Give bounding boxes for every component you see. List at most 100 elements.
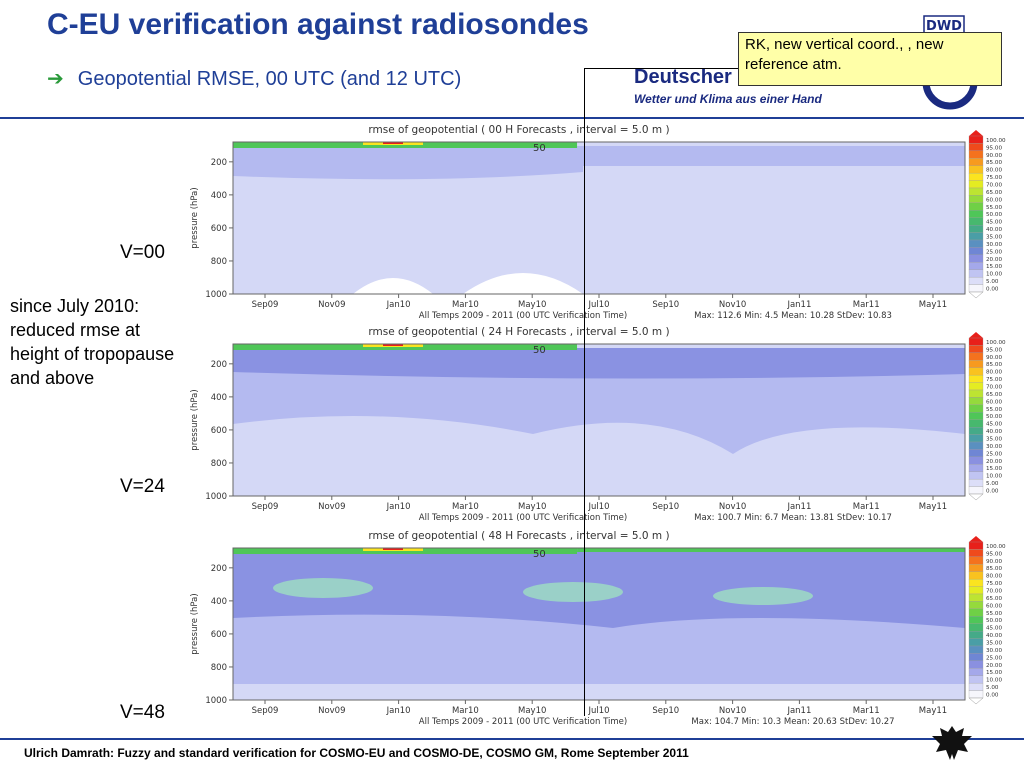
colorbar-label: 10.00 [986, 272, 1002, 278]
colorbar-swatch [968, 668, 984, 676]
rmse-low-patch [353, 278, 433, 294]
colorbar-label: 65.00 [986, 190, 1002, 196]
colorbar-swatch [968, 382, 984, 391]
chart-stats: Max: 112.6 Min: 4.5 Mean: 10.28 StDev: 1… [694, 311, 892, 320]
colorbar-swatch [968, 224, 984, 233]
x-tick-label: May11 [919, 502, 947, 512]
colorbar-label: 15.00 [986, 670, 1002, 676]
rmse-band-upper [233, 146, 583, 180]
colorbar-swatch [968, 135, 984, 144]
jul10-marker-line [584, 68, 585, 716]
colorbar-label: 55.00 [986, 205, 1002, 211]
y-tick-label: 1000 [205, 492, 227, 502]
colorbar-swatch [968, 556, 984, 565]
x-tick-label: May11 [919, 706, 947, 716]
colorbar-swatch [968, 645, 984, 654]
colorbar-label: 45.00 [986, 422, 1002, 428]
colorbar-arrow-top [969, 130, 983, 136]
colorbar-swatch [968, 593, 984, 602]
dwd-logo-text: DWD [926, 19, 962, 34]
colorbar-label: 5.00 [986, 481, 999, 487]
colorbar-label: 25.00 [986, 249, 1002, 255]
x-tick-label: Nov10 [719, 706, 746, 716]
y-tick-label: 200 [211, 564, 227, 574]
colorbar-label: 70.00 [986, 589, 1002, 595]
colorbar-arrow-top [969, 536, 983, 542]
colorbar-label: 65.00 [986, 596, 1002, 602]
colorbar-label: 65.00 [986, 392, 1002, 398]
x-axis-label: All Temps 2009 - 2011 (00 UTC Verificati… [419, 311, 627, 320]
colorbar-swatch [968, 172, 984, 181]
arrow-right-icon: ➔ [47, 68, 64, 90]
colorbar-label: 85.00 [986, 566, 1002, 572]
y-axis-label: pressure (hPa) [190, 389, 200, 450]
colorbar-label: 15.00 [986, 264, 1002, 270]
x-tick-label: Jul10 [587, 300, 609, 310]
colorbar-label: 45.00 [986, 626, 1002, 632]
eagle-emblem-icon [932, 726, 972, 760]
colorbar-swatch [968, 247, 984, 256]
colorbar-swatch [968, 638, 984, 647]
colorbar-swatch [968, 202, 984, 211]
colorbar-swatch [968, 412, 984, 420]
colorbar-swatch [968, 682, 984, 691]
x-tick-label: Mar11 [853, 300, 880, 310]
rmse-band-upper [233, 348, 965, 379]
colorbar-arrow-bottom [968, 291, 984, 299]
rmse-high-patch [713, 587, 813, 605]
colorbar-swatch [968, 232, 984, 241]
colorbar-label: 25.00 [986, 655, 1002, 661]
colorbar-swatch [968, 541, 984, 550]
dwd-brand: Deutscher Wetter und Klima aus einer Han… [634, 64, 934, 110]
colorbar-label: 75.00 [986, 175, 1002, 181]
colorbar-swatch [968, 653, 984, 662]
colorbar-swatch [968, 374, 984, 383]
colorbar-swatch [968, 276, 984, 285]
colorbar-label: 60.00 [986, 197, 1002, 203]
side-label-v00: V=00 [120, 242, 165, 263]
colorbar-swatch [968, 210, 984, 218]
x-tick-label: Nov09 [318, 706, 345, 716]
colorbar-swatch [968, 360, 984, 368]
colorbar-swatch [968, 571, 984, 580]
chart-title: rmse of geopotential ( 00 H Forecasts , … [368, 124, 669, 136]
y-tick-label: 600 [211, 224, 227, 234]
colorbar-arrow-bottom [968, 493, 984, 501]
rmse-top-peak [383, 142, 403, 144]
colorbar-swatch [968, 578, 984, 587]
chart-panel-2: rmse of geopotential ( 24 H Forecasts , … [190, 326, 1006, 522]
colorbar-label: 90.00 [986, 559, 1002, 565]
x-tick-label: Jan11 [786, 706, 811, 716]
colorbar-swatch [968, 608, 984, 617]
x-tick-label: Nov10 [719, 502, 746, 512]
colorbar-label: 50.00 [986, 414, 1002, 420]
colorbar-swatch [968, 623, 984, 632]
y-tick-label: 1000 [205, 696, 227, 706]
side-label-v24: V=24 [120, 476, 165, 497]
x-tick-label: Jan10 [386, 706, 411, 716]
colorbar-swatch [968, 616, 984, 624]
y-axis-label: pressure (hPa) [190, 187, 200, 248]
bottom-divider [0, 738, 1024, 740]
colorbar-swatch [968, 478, 984, 487]
rmse-low-patch [463, 273, 583, 294]
colorbar-swatch [968, 486, 984, 495]
x-tick-label: May10 [518, 706, 546, 716]
chart-stats: Max: 104.7 Min: 10.3 Mean: 20.63 StDev: … [691, 717, 894, 726]
colorbar-swatch [968, 389, 984, 398]
chart-panel-3: rmse of geopotential ( 48 H Forecasts , … [190, 530, 1006, 726]
colorbar-swatch [968, 337, 984, 346]
header-divider [0, 117, 1024, 119]
x-tick-label: Nov09 [318, 502, 345, 512]
y-tick-label: 200 [211, 360, 227, 370]
colorbar-label: 35.00 [986, 437, 1002, 443]
x-tick-label: Sep09 [252, 300, 279, 310]
colorbar-label: 95.00 [986, 551, 1002, 557]
colorbar-label: 0.00 [986, 693, 999, 699]
colorbar-swatch [968, 239, 984, 248]
colorbar-swatch [968, 165, 984, 174]
colorbar-label: 75.00 [986, 581, 1002, 587]
colorbar-swatch [968, 187, 984, 196]
colorbar-swatch [968, 601, 984, 610]
dwd-tagline: Wetter und Klima aus einer Hand [634, 92, 822, 106]
